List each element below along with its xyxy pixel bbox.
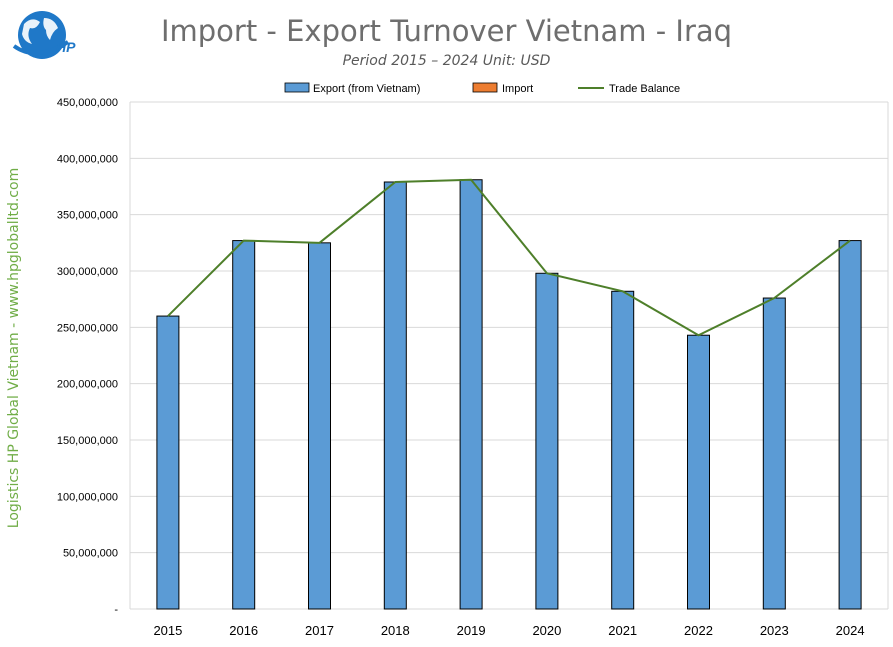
x-tick-label: 2015 [153,623,182,638]
legend: Export (from Vietnam) Import Trade Balance [284,82,680,95]
legend-label-balance: Trade Balance [609,83,680,95]
y-tick-label: 400,000,000 [57,153,118,165]
export-bar [611,290,635,610]
x-tick-label: 2024 [836,623,865,638]
x-tick-label: 2017 [305,623,334,638]
export-bar [762,297,786,610]
export-bar [535,272,559,610]
trade-balance-line-group [167,178,851,337]
y-tick-label: 150,000,000 [57,435,118,447]
y-tick-label: 300,000,000 [57,266,118,278]
gridlines [129,101,889,610]
export-bar [459,179,483,610]
x-tick-label: 2023 [760,623,789,638]
export-bar [383,181,407,610]
chart-title: Import - Export Turnover Vietnam - Iraq [160,14,733,48]
legend-swatch-import [472,82,498,93]
legend-label-export: Export (from Vietnam) [313,83,420,95]
export-bar [232,240,256,610]
hp-globe-logo: HP [12,11,76,59]
legend-label-import: Import [502,83,533,95]
chart-subtitle: Period 2015 – 2024 Unit: USD [342,53,551,69]
y-tick-label: 250,000,000 [57,322,118,334]
export-bar [308,242,331,610]
x-tick-label: 2020 [532,623,561,638]
y-tick-label: 50,000,000 [63,548,118,560]
export-bar [687,334,710,610]
y-tick-label: 100,000,000 [57,491,118,503]
y-tick-label: 450,000,000 [57,97,118,109]
trade-balance-line [167,178,851,337]
x-tick-label: 2016 [229,623,258,638]
legend-swatch-export [284,82,310,93]
x-tick-label: 2022 [684,623,713,638]
y-tick-label: 350,000,000 [57,210,118,222]
x-axis-ticks: 2015 2016 2017 2018 2019 2020 2021 2022 2023 2024 [153,623,864,638]
x-tick-label: 2021 [608,623,637,638]
y-axis-ticks: - 50,000,000 100,000,000 150,000,000 200,000… [57,97,119,616]
export-bars [156,179,862,610]
logo-text: HP [56,39,76,55]
export-bar [156,315,180,610]
y-tick-label: - [114,604,118,616]
x-tick-label: 2018 [381,623,410,638]
y-tick-label: 200,000,000 [57,379,118,391]
x-tick-label: 2019 [457,623,486,638]
export-bar [838,240,862,610]
